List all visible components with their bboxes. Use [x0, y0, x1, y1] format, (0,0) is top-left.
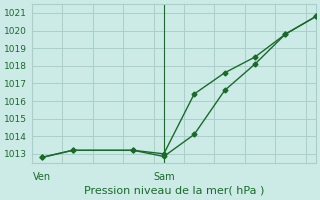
X-axis label: Pression niveau de la mer( hPa ): Pression niveau de la mer( hPa ) [84, 186, 264, 196]
